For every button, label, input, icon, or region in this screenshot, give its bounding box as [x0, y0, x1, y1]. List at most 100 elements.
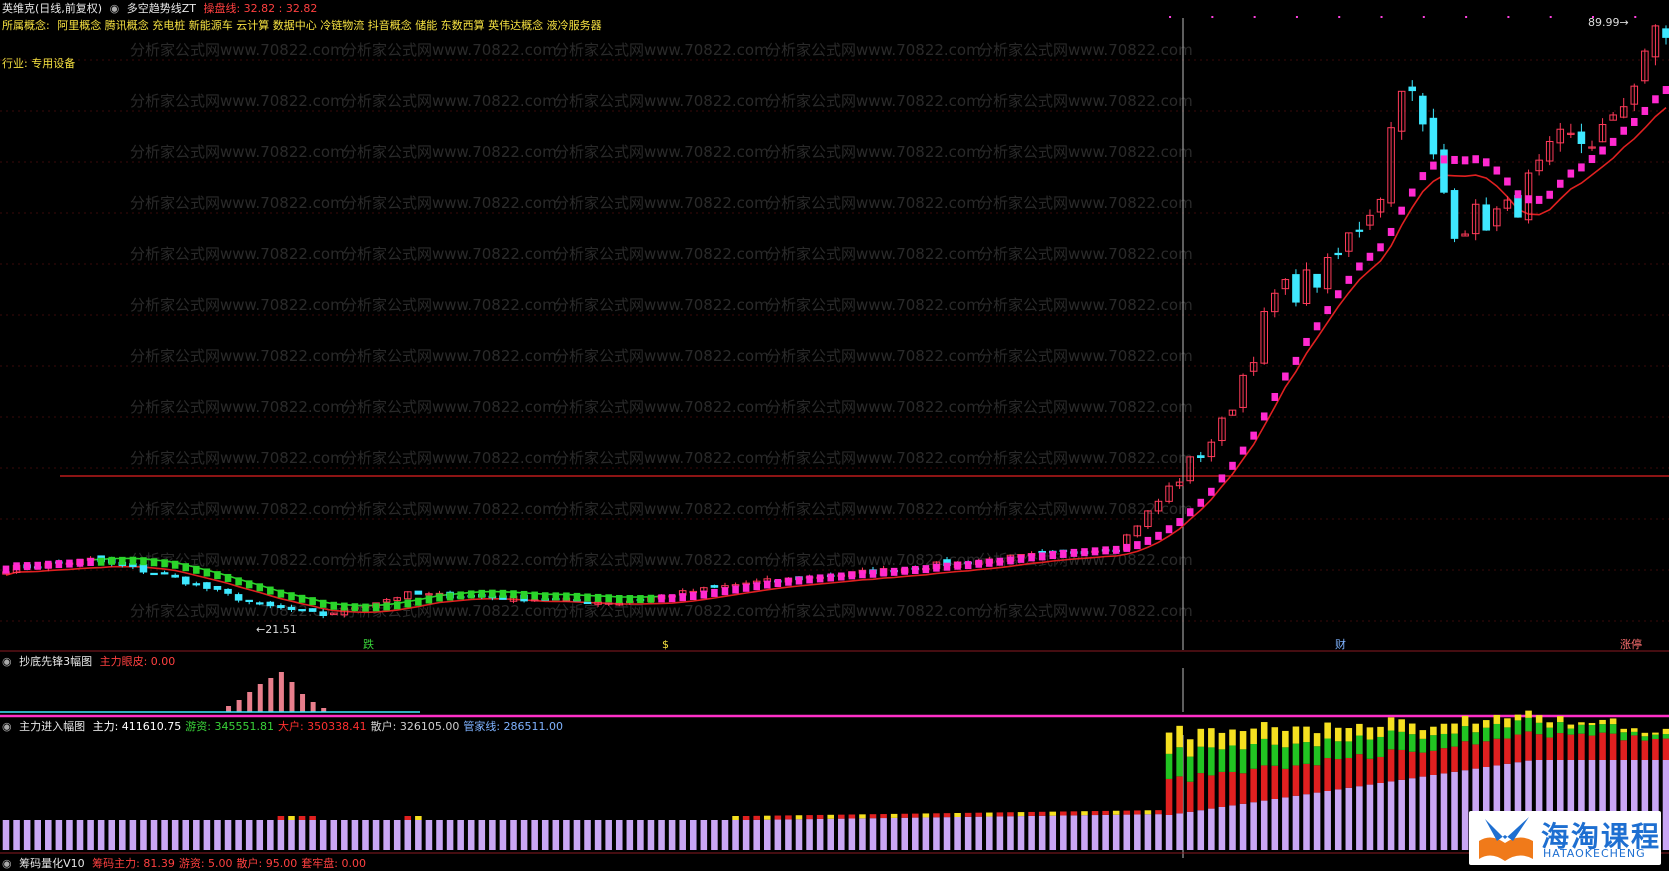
sub2-header: ◉ 主力进入幅图 主力: 411610.75 游资: 345551.81 大户: 3…: [2, 718, 571, 734]
sub2-bar-bigholder: [1514, 734, 1522, 763]
trend-block: [108, 556, 116, 565]
sub2-bar-small: [1028, 811, 1035, 816]
sub2-bar-retail: [1578, 760, 1585, 850]
trend-block: [1652, 95, 1659, 104]
sub2-bar-retail: [1313, 792, 1321, 850]
sub2-bar-bigholder: [1419, 752, 1427, 777]
indicator-name[interactable]: 多空趋势线ZT: [126, 2, 196, 15]
sub2-bar-retail: [1303, 794, 1310, 850]
sub2-bar-hotmoney: [1250, 744, 1257, 769]
trend-block: [245, 580, 253, 589]
trend-block: [689, 591, 697, 600]
sub2-bar-hotmoney: [1535, 722, 1543, 735]
candle-body: [1503, 199, 1512, 209]
logo-subtext: HATAOKECHENG: [1543, 847, 1646, 860]
watermark: 分析家公式网www.70822.com: [978, 245, 1193, 263]
trend-block: [1038, 552, 1046, 561]
candle-body: [1397, 90, 1406, 132]
trend-block: [1303, 337, 1310, 346]
gear-icon[interactable]: ◉: [2, 655, 12, 668]
sub2-bar-main: [1229, 729, 1236, 746]
sub2-bar-main: [1662, 728, 1669, 735]
watermark: 分析家公式网www.70822.com: [130, 296, 345, 314]
candle-body: [1207, 441, 1216, 458]
sub2-bar-small: [912, 813, 919, 818]
sub2-bar-retail: [13, 820, 20, 850]
watermark: 分析家公式网www.70822.com: [766, 398, 981, 416]
trend-block: [1356, 262, 1363, 271]
trend-block: [150, 558, 158, 567]
sub2-bar-bigholder: [1620, 740, 1627, 760]
stock-title[interactable]: 英维克(日线,前复权): [2, 2, 103, 15]
candle-body: [1514, 195, 1522, 218]
sub2-bar-retail: [1155, 814, 1162, 850]
footer-legend-item: 筹码主力: 81.39: [92, 857, 175, 870]
sub2-bar-retail: [785, 819, 792, 850]
sub2-bar-main: [1366, 727, 1374, 740]
candle-body: [234, 594, 243, 601]
trend-block: [1546, 190, 1553, 199]
candle-body: [1165, 485, 1173, 502]
trend-block: [890, 567, 898, 576]
sub2-bar-main: [1631, 728, 1638, 732]
candle-body: [382, 599, 391, 603]
gear-icon[interactable]: ◉: [2, 720, 12, 733]
sub2-bar-small: [859, 814, 866, 819]
signal-dot: [1380, 16, 1383, 18]
trend-block: [1271, 392, 1279, 401]
sub1-title[interactable]: 抄底先锋3幅图: [19, 655, 93, 668]
sub2-bar-main: [1334, 727, 1342, 742]
sub2-bar-retail: [1356, 786, 1363, 850]
watermark: 分析家公式网www.70822.com: [554, 296, 769, 314]
watermark: 分析家公式网www.70822.com: [342, 194, 557, 212]
sub2-bar-retail: [1567, 760, 1575, 850]
sub2-bar-retail: [563, 820, 570, 850]
sub2-bar-retail: [1535, 760, 1543, 850]
sub2-bar-hotmoney: [1546, 727, 1553, 738]
trend-block: [827, 573, 834, 582]
sub2-bar-retail: [1387, 781, 1395, 850]
watermark: 分析家公式网www.70822.com: [554, 347, 769, 365]
trend-block: [869, 569, 877, 578]
sub2-bar-retail: [267, 820, 274, 850]
sub2-bar-retail: [288, 820, 295, 850]
sub2-bar-main: [1620, 728, 1627, 733]
watermark: 分析家公式网www.70822.com: [554, 500, 769, 518]
sub2-bar-small: [732, 816, 739, 820]
sub2-bar-retail: [1546, 760, 1553, 850]
gear-icon[interactable]: ◉: [2, 857, 12, 870]
watermark: 分析家公式网www.70822.com: [978, 347, 1193, 365]
sub2-bar-hotmoney: [1218, 749, 1226, 772]
footer-title[interactable]: 筹码量化V10: [19, 857, 85, 870]
settings-icon[interactable]: ◉: [109, 2, 120, 15]
sub2-bar-small: [954, 813, 961, 817]
sub2-bar-retail: [457, 820, 464, 850]
sub2-bar-retail: [1599, 760, 1606, 850]
sub2-bar-retail: [1049, 815, 1057, 850]
sub2-title[interactable]: 主力进入幅图: [19, 720, 86, 733]
sub2-bar-retail: [605, 820, 612, 850]
candle-body: [1271, 292, 1279, 313]
watermark: 分析家公式网www.70822.com: [766, 194, 981, 212]
trend-block: [605, 594, 612, 603]
trend-block: [1366, 252, 1374, 261]
sub2-bar-small: [1144, 810, 1152, 815]
sub2-bar-small: [1091, 811, 1099, 816]
candle-body: [1175, 481, 1184, 487]
sub2-bar-main: [1430, 726, 1437, 736]
sub2-bar-retail: [1324, 791, 1331, 850]
sub2-bar-retail: [108, 820, 116, 850]
candle-body: [1588, 146, 1596, 149]
trend-block: [1567, 169, 1575, 178]
sub2-bar-main: [1176, 725, 1183, 748]
sub2-bar-retail: [573, 820, 581, 850]
sub2-bar-hotmoney: [1652, 734, 1659, 739]
sub2-bar-retail: [1556, 760, 1564, 850]
sub2-bar-retail: [1588, 760, 1596, 850]
candle-body: [329, 612, 338, 616]
sub2-bar-bigholder: [1631, 735, 1638, 760]
candle-body: [583, 601, 592, 605]
trend-block: [425, 595, 433, 604]
sub2-bar-bigholder: [1313, 765, 1321, 793]
